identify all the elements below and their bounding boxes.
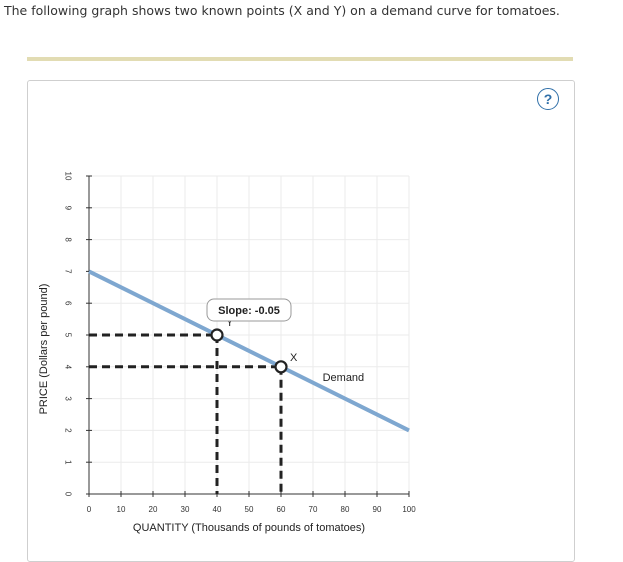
y-tick-label: 2 [64,428,73,433]
x-tick-label: 0 [87,505,92,514]
y-axis-title: PRICE (Dollars per pound) [38,284,50,415]
x-tick-label: 30 [181,505,190,514]
y-axis-ticks: 0 1 2 3 4 5 6 7 8 9 10 [64,172,92,497]
x-tick-label: 90 [373,505,382,514]
y-tick-label: 4 [64,365,73,370]
x-tick-label: 10 [117,505,126,514]
y-tick-label: 7 [64,269,73,274]
y-tick-label: 9 [64,206,73,211]
x-tick-label: 50 [245,505,254,514]
y-tick-label: 0 [64,492,73,497]
slope-tooltip-text: Slope: -0.05 [218,305,280,317]
dashed-guides [89,333,283,494]
x-axis-ticks: 0 10 20 30 40 50 60 70 80 90 100 [87,491,416,514]
y-tick-label: 10 [64,172,73,181]
graph-panel [27,80,575,562]
y-tick-label: 1 [64,460,73,465]
y-tick-label: 6 [64,301,73,306]
point-y[interactable] [210,328,224,342]
slope-tooltip-box [206,298,292,322]
y-tick-label: 5 [64,333,73,338]
help-button[interactable]: ? [537,88,559,110]
x-tick-label: 20 [149,505,158,514]
question-prompt: The following graph shows two known poin… [4,3,560,18]
x-tick-label: 80 [341,505,350,514]
demand-label: Demand [323,372,365,384]
point-x[interactable] [274,360,288,374]
y-tick-label: 8 [64,237,73,242]
x-tick-label: 100 [402,505,416,514]
divider-rule [27,57,573,61]
points: YX [210,317,298,374]
slope-tooltip: Slope: -0.05 [206,298,292,322]
x-tick-label: 60 [277,505,286,514]
x-tick-label: 70 [309,505,318,514]
demand-chart: 0 10 20 30 40 50 60 70 80 90 100 0 1 2 3 4 5 6 7 8 9 10 Dema… [38,172,416,534]
demand-curve[interactable] [88,269,410,433]
x-tick-label: 40 [213,505,222,514]
point-label-x: X [290,352,298,364]
y-tick-label: 3 [64,396,73,401]
x-axis-title: QUANTITY (Thousands of pounds of tomatoe… [133,522,365,534]
grid [89,175,410,494]
point-label-y: Y [226,317,234,329]
